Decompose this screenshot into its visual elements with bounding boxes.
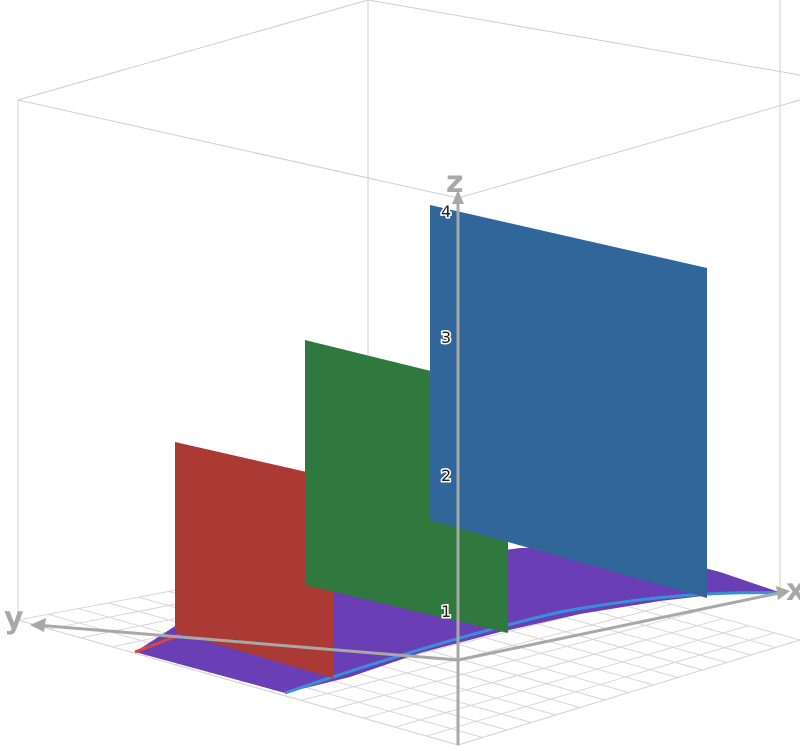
- y-axis-label: y: [4, 601, 24, 636]
- z-axis-arrow: [452, 190, 464, 204]
- red-panel: [175, 442, 333, 678]
- z-tick-label: 2: [441, 466, 451, 485]
- z-tick-label: 3: [441, 328, 451, 347]
- x-axis: [457, 586, 790, 662]
- boundary-curve: [284, 591, 783, 695]
- y-axis-arrow: [30, 618, 46, 632]
- z-tick-label: 1: [441, 602, 451, 621]
- blue-panel: [430, 205, 707, 598]
- y-axis: [30, 618, 459, 662]
- z-axis: [452, 190, 464, 745]
- grid-line: [426, 632, 775, 737]
- grid-line: [363, 618, 723, 719]
- x-axis-label: x: [786, 573, 800, 608]
- grid-line: [457, 639, 800, 746]
- boundary-curve-left: [134, 633, 181, 654]
- z-axis-label: z: [446, 165, 463, 200]
- x-axis-arrow: [776, 586, 790, 600]
- grid-line: [395, 625, 749, 728]
- grid-line: [332, 610, 698, 710]
- z-tick-label: 4: [441, 202, 451, 221]
- grid-line: [300, 603, 672, 701]
